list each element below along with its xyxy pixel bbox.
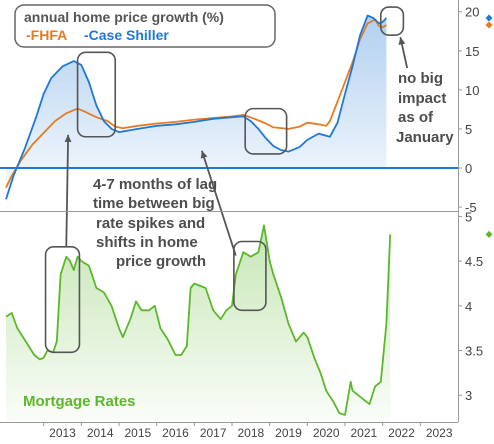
- case-shiller-line: [5, 14, 388, 200]
- case-shiller-area: [6, 15, 387, 200]
- fhfa-line: [5, 18, 387, 188]
- impact-arrow-head: [398, 37, 406, 45]
- mortgage-rate-line: [5, 224, 392, 416]
- top-y-tick-label: 15: [465, 44, 479, 59]
- x-tick-label: 2023: [426, 426, 453, 439]
- mortgage-last-marker: [485, 230, 493, 238]
- top-y-tick-label: 10: [465, 83, 479, 98]
- x-tick-label: 2013: [49, 426, 76, 439]
- top-y-tick-label: 5: [465, 122, 472, 137]
- x-tick-label: 2015: [124, 426, 151, 439]
- highlight-box-3: [379, 6, 405, 36]
- x-tick-label: 2022: [388, 426, 415, 439]
- top-y-tick-label: 20: [465, 5, 479, 20]
- last-value-markers: [485, 14, 493, 238]
- lag-arrow-left-head: [64, 134, 72, 143]
- impact-note-line-2: impact: [398, 90, 446, 107]
- top-y-tick-label: 0: [465, 161, 472, 176]
- x-tick-label: 2014: [87, 426, 114, 439]
- impact-note-line-1: no big: [398, 70, 443, 87]
- bottom-y-tick-label: 4.5: [465, 254, 483, 269]
- x-tick-label: 2021: [350, 426, 377, 439]
- series-lines: [5, 14, 392, 416]
- lag-note-line-3: rate spikes and: [96, 215, 205, 232]
- highlight-box-5: [233, 240, 267, 312]
- highlight-box-4: [44, 246, 81, 354]
- area-fills: [6, 15, 391, 422]
- highlight-boxes: [44, 6, 405, 354]
- highlight-box-1: [76, 51, 117, 138]
- legend-item-case-shiller: -Case Shiller: [84, 27, 169, 43]
- x-tick-label: 2017: [200, 426, 227, 439]
- bottom-y-tick-label: 3.5: [465, 344, 483, 359]
- axes: -5 0 5 10 15 20 3 3.5 4 4.5 5 2013 2014 2015 2016 2017 2…: [0, 0, 483, 440]
- impact-note-line-4: January: [396, 129, 454, 146]
- lag-note-line-4: shifts in home: [96, 234, 198, 251]
- highlight-box-2: [244, 107, 288, 155]
- top-y-tick-label: -5: [465, 200, 477, 215]
- legend-item-fhfa: -FHFA: [26, 27, 67, 43]
- fhfa-last-marker: [485, 21, 493, 29]
- legend-box: [14, 4, 276, 48]
- bottom-y-tick-label: 5: [465, 209, 472, 224]
- lag-arrow-left-shaft: [65, 134, 70, 247]
- lag-note-line-5: price growth: [116, 253, 206, 270]
- legend-title: annual home price growth (%): [24, 9, 224, 25]
- x-tick-label: 2020: [313, 426, 340, 439]
- lag-note-line-2: time between big: [93, 195, 215, 212]
- bottom-y-tick-label: 4: [465, 299, 472, 314]
- x-tick-label: 2016: [162, 426, 189, 439]
- mortgage-rates-label: Mortgage Rates: [23, 393, 136, 410]
- lag-note-line-1: 4-7 months of lag: [93, 176, 217, 193]
- x-tick-label: 2018: [237, 426, 264, 439]
- lag-arrow-middle-shaft: [201, 150, 237, 256]
- lag-arrow-middle-head: [200, 150, 208, 159]
- x-tick-label: 2019: [275, 426, 302, 439]
- bottom-y-tick-label: 3: [465, 388, 472, 403]
- case-shiller-last-marker: [485, 14, 493, 22]
- mortgage-rate-area: [6, 225, 391, 422]
- impact-note-line-3: as of: [398, 109, 434, 126]
- annotation-arrows: [64, 36, 409, 256]
